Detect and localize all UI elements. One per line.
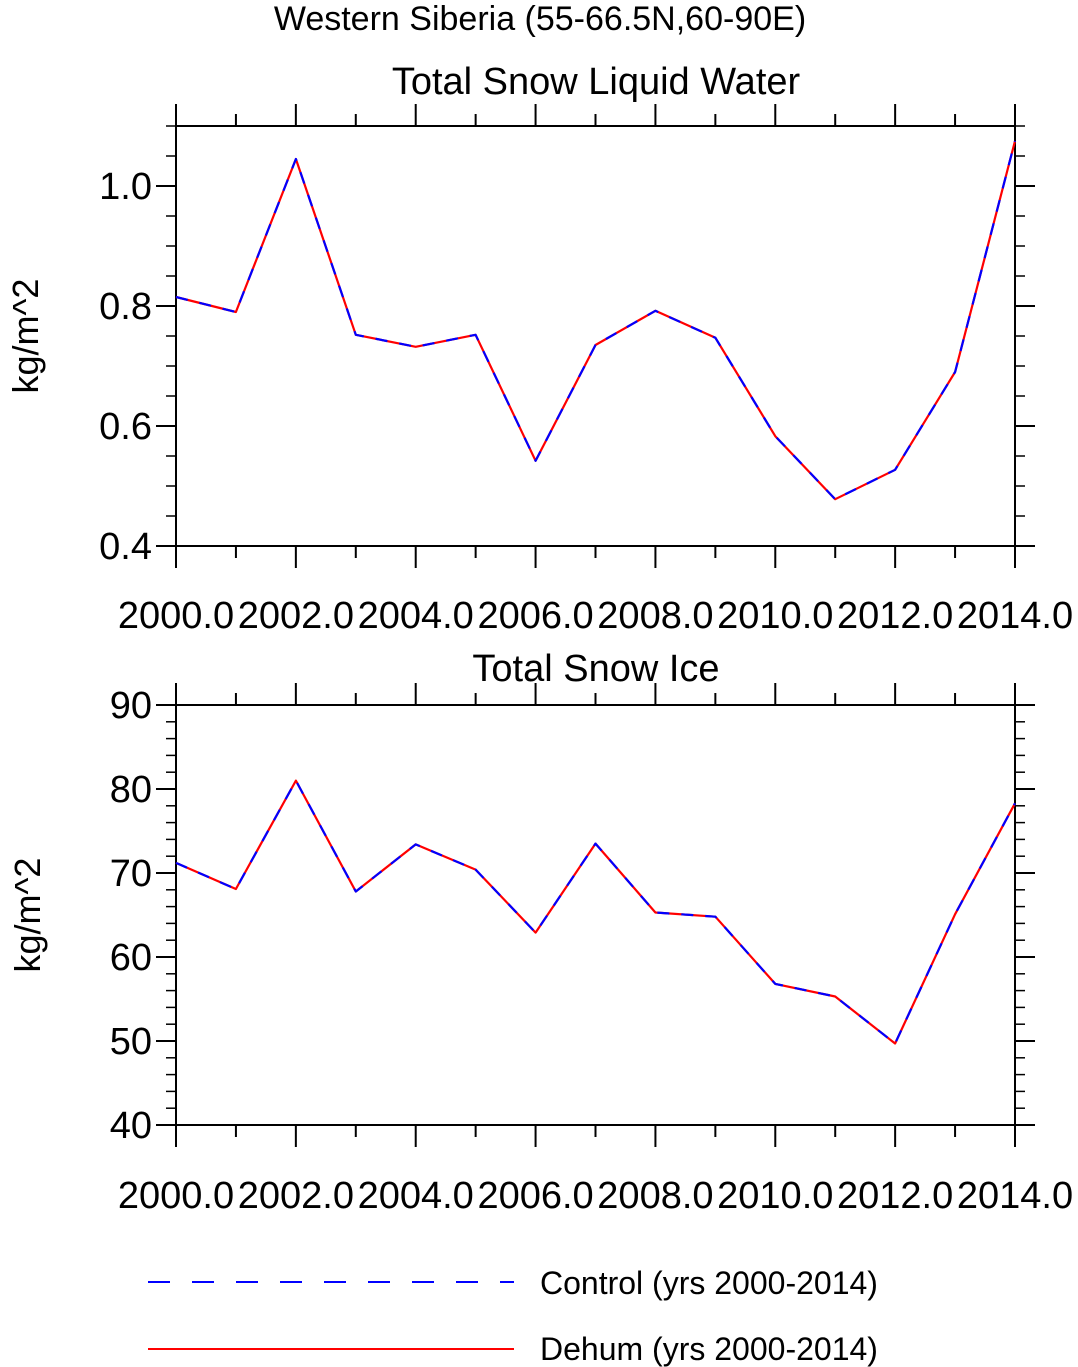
series-line-dehum [175, 779, 1016, 1045]
legend-entry-dehum: Dehum (yrs 2000-2014) [148, 1331, 878, 1367]
x-tick-label: 2008.0 [597, 1175, 713, 1217]
plot-frame [175, 704, 1016, 1126]
x-tick-label: 2000.0 [118, 595, 234, 637]
y-tick-label: 0.4 [99, 526, 152, 568]
y-tick-label: 1.0 [99, 166, 152, 208]
x-tick-label: 2002.0 [238, 595, 354, 637]
x-tick-label: 2012.0 [837, 595, 953, 637]
panel-1-ylabel: kg/m^2 [5, 279, 46, 394]
x-tick-label: 2006.0 [477, 1175, 593, 1217]
x-tick-label: 2014.0 [957, 595, 1073, 637]
panel-2-plot: 2000.0 2002.0 2004.0 2006.0 2008.0 2010.0 2012… [110, 683, 1073, 1217]
y-tick-label: 70 [110, 853, 152, 895]
legend-label-control: Control (yrs 2000-2014) [540, 1265, 878, 1301]
legend-entry-control: Control (yrs 2000-2014) [148, 1265, 878, 1301]
panel-2-ylabel: kg/m^2 [7, 858, 48, 973]
y-tick-label: 80 [110, 769, 152, 811]
figure-suptitle: Western Siberia (55-66.5N,60-90E) [274, 0, 806, 38]
x-tick-label: 2000.0 [118, 1175, 234, 1217]
x-tick-label: 2004.0 [358, 1175, 474, 1217]
plot-frame [175, 125, 1016, 547]
x-tick-label: 2008.0 [597, 595, 713, 637]
legend: Control (yrs 2000-2014) Dehum (yrs 2000-… [148, 1265, 878, 1367]
x-tick-label: 2014.0 [957, 1175, 1073, 1217]
y-tick-label: 0.8 [99, 286, 152, 328]
series-line-dehum [175, 140, 1017, 501]
y-tick-label: 50 [110, 1021, 152, 1063]
x-tick-label: 2006.0 [477, 595, 593, 637]
panel-1-title: Total Snow Liquid Water [392, 61, 801, 103]
panel-snow-ice: Total Snow Ice kg/m^2 2000.0 2002.0 2004.0… [7, 648, 1073, 1217]
y-tick-label: 60 [110, 937, 152, 979]
series-line-control [175, 140, 1017, 501]
legend-label-dehum: Dehum (yrs 2000-2014) [540, 1331, 878, 1367]
x-tick-label: 2004.0 [358, 595, 474, 637]
y-tick-label: 90 [110, 685, 152, 727]
x-tick-label: 2012.0 [837, 1175, 953, 1217]
y-tick-label: 0.6 [99, 406, 152, 448]
x-tick-label: 2002.0 [238, 1175, 354, 1217]
x-tick-label: 2010.0 [717, 595, 833, 637]
x-tick-label: 2010.0 [717, 1175, 833, 1217]
y-tick-label: 40 [110, 1105, 152, 1147]
panel-2-title: Total Snow Ice [472, 648, 719, 690]
series-line-control [175, 779, 1016, 1045]
panel-1-plot: 2000.0 2002.0 2004.0 2006.0 2008.0 2010.0 2012… [99, 104, 1073, 637]
panel-snow-liquid-water: Total Snow Liquid Water kg/m^2 2000.0 200… [5, 61, 1073, 637]
